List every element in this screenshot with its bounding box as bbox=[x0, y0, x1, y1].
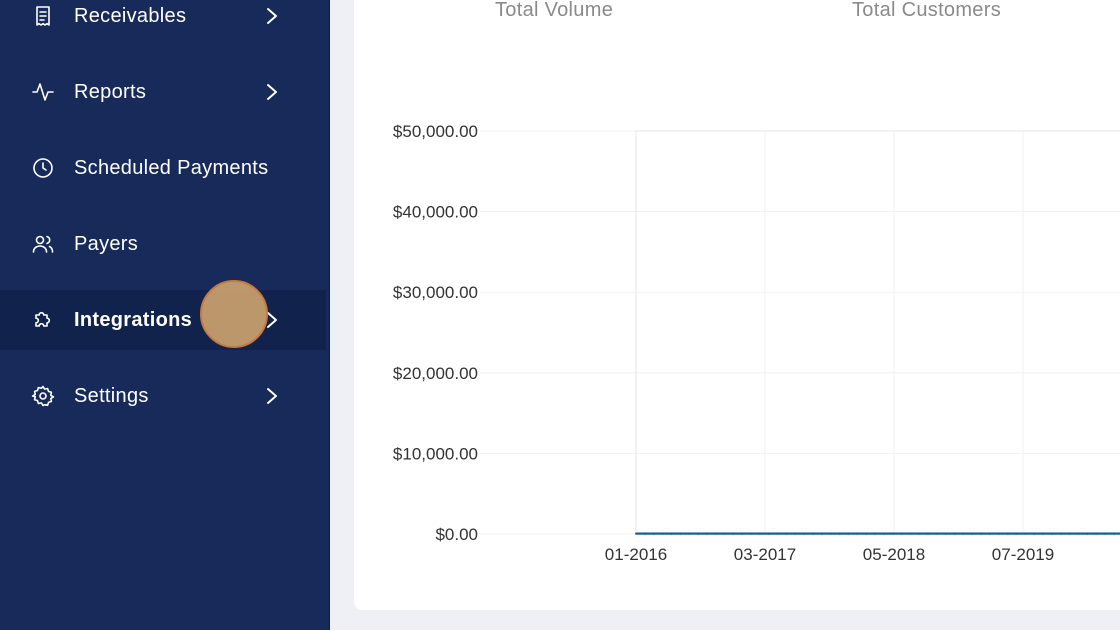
sidebar-item-settings[interactable]: Settings bbox=[0, 366, 326, 426]
chart-bar bbox=[723, 532, 735, 535]
x-tick-label: 01-2016 bbox=[605, 545, 667, 564]
sidebar: Receivables Reports Scheduled Payments Paye… bbox=[0, 0, 330, 630]
chart-bar bbox=[768, 532, 779, 535]
clock-icon bbox=[30, 155, 56, 181]
x-tick-label: 07-2019 bbox=[992, 545, 1054, 564]
y-tick-label: $0.00 bbox=[435, 525, 478, 544]
sidebar-item-scheduled-payments[interactable]: Scheduled Payments bbox=[0, 138, 326, 198]
chart-bar bbox=[1033, 532, 1044, 535]
chart-bar bbox=[1007, 532, 1018, 535]
chart-bar bbox=[670, 532, 681, 535]
chart-bar bbox=[803, 532, 814, 535]
chart-bar bbox=[1042, 532, 1053, 535]
chart-bar bbox=[1024, 532, 1035, 535]
total-volume-label: Total Volume bbox=[495, 0, 614, 21]
chart-bar bbox=[714, 532, 726, 535]
y-tick-label: $20,000.00 bbox=[393, 364, 478, 383]
chart-bar bbox=[989, 532, 1000, 535]
chart-bar bbox=[1086, 532, 1097, 535]
chart-bar bbox=[891, 532, 903, 535]
chart-bar bbox=[759, 532, 770, 535]
chart-bar bbox=[794, 532, 805, 535]
chart-bar bbox=[962, 532, 974, 535]
chart-bar bbox=[971, 532, 982, 535]
sidebar-item-label: Reports bbox=[74, 80, 147, 103]
chart-bar bbox=[927, 532, 938, 535]
cursor-click-marker bbox=[200, 280, 268, 348]
chart-bar bbox=[661, 532, 673, 535]
chart-bar bbox=[776, 532, 788, 535]
chart-bar bbox=[821, 532, 832, 535]
chart-bar bbox=[918, 532, 929, 535]
chart-bar bbox=[1051, 532, 1062, 535]
sidebar-item-label: Payers bbox=[74, 232, 139, 255]
chart-bar bbox=[900, 532, 912, 535]
sidebar-item-reports[interactable]: Reports bbox=[0, 62, 326, 122]
y-tick-label: $10,000.00 bbox=[393, 444, 478, 463]
chart-bar bbox=[644, 532, 655, 535]
chart-bar bbox=[750, 532, 761, 535]
chart-bar bbox=[998, 532, 1009, 535]
dashboard-card: Total Volume Total Customers bbox=[354, 0, 1120, 610]
chart-bar bbox=[732, 532, 743, 535]
y-tick-label: $30,000.00 bbox=[393, 283, 478, 302]
sidebar-item-integrations[interactable]: Integrations bbox=[0, 290, 326, 350]
chart-bar bbox=[883, 532, 894, 535]
chart-bar bbox=[865, 532, 876, 535]
chart-bar bbox=[847, 532, 858, 535]
x-tick-label: 05-2018 bbox=[863, 545, 925, 564]
chart-bar bbox=[936, 532, 947, 535]
chevron-right-icon[interactable] bbox=[264, 6, 280, 26]
sidebar-item-label: Scheduled Payments bbox=[74, 156, 269, 179]
chart-bar bbox=[1095, 532, 1106, 535]
x-tick-label: 03-2017 bbox=[734, 545, 796, 564]
chart-bar bbox=[953, 532, 965, 535]
chevron-right-icon[interactable] bbox=[264, 82, 280, 102]
chart-bar bbox=[688, 532, 699, 535]
chart-bar bbox=[1015, 532, 1027, 535]
chevron-right-icon[interactable] bbox=[264, 310, 280, 330]
chart-bar bbox=[741, 532, 752, 535]
chart-bar bbox=[679, 532, 690, 535]
chart-bar bbox=[697, 532, 708, 535]
chevron-right-icon[interactable] bbox=[264, 386, 280, 406]
y-tick-label: $50,000.00 bbox=[393, 122, 478, 141]
chart-bar bbox=[980, 532, 991, 535]
chart-bar bbox=[812, 532, 823, 535]
chart-bar bbox=[1068, 532, 1080, 535]
chart-bar bbox=[635, 532, 646, 535]
chart-bar bbox=[785, 532, 797, 535]
chart-bar bbox=[830, 532, 841, 535]
sidebar-item-label: Settings bbox=[74, 384, 149, 407]
sidebar-item-receivables[interactable]: Receivables bbox=[0, 0, 326, 46]
sidebar-item-label: Receivables bbox=[74, 4, 187, 27]
chart-bar bbox=[874, 532, 885, 535]
sidebar-item-label: Integrations bbox=[74, 308, 193, 331]
receipt-icon bbox=[30, 3, 56, 29]
chart-bar bbox=[856, 532, 867, 535]
total-customers-label: Total Customers bbox=[852, 0, 1001, 21]
users-icon bbox=[30, 231, 56, 257]
volume-chart: $0.00 $10,000.00 $20,000.00 $30,000.00 $40,0… bbox=[393, 122, 1120, 564]
chart-bar bbox=[909, 532, 920, 535]
chart-bar bbox=[1104, 532, 1115, 535]
chart-bar bbox=[653, 532, 664, 535]
chart-bar bbox=[1113, 532, 1120, 535]
chart-bar bbox=[838, 532, 850, 535]
chart-bar bbox=[706, 532, 717, 535]
activity-icon bbox=[30, 79, 56, 105]
chart-bar bbox=[945, 532, 956, 535]
puzzle-icon bbox=[30, 307, 56, 333]
chart-bar bbox=[1077, 532, 1089, 535]
chart-bar bbox=[1060, 532, 1071, 535]
gear-icon bbox=[30, 383, 56, 409]
y-tick-label: $40,000.00 bbox=[393, 203, 478, 222]
sidebar-item-payers[interactable]: Payers bbox=[0, 214, 326, 274]
